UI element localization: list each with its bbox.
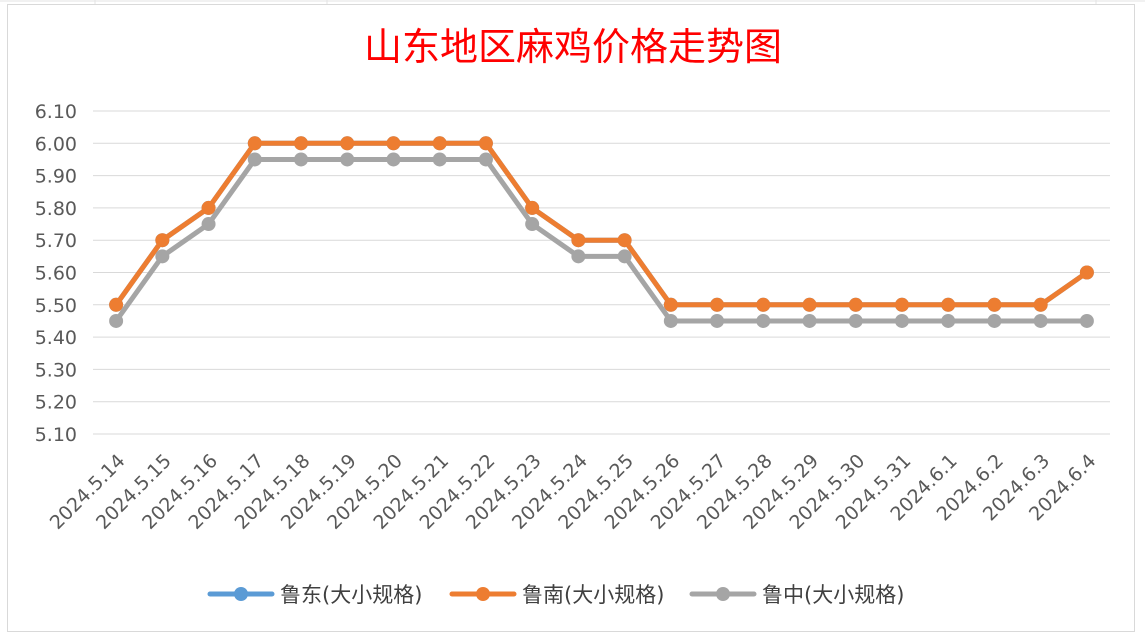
data-point <box>756 297 771 312</box>
data-point <box>987 313 1002 328</box>
data-point <box>525 217 540 232</box>
data-point <box>941 297 956 312</box>
y-tick-label: 6.00 <box>35 133 77 155</box>
data-point <box>663 313 678 328</box>
series-line <box>113 140 1090 308</box>
data-point <box>848 313 863 328</box>
y-tick-label: 5.30 <box>35 359 77 381</box>
data-point <box>710 297 725 312</box>
data-point <box>340 152 355 167</box>
data-point <box>617 249 632 264</box>
data-point <box>571 233 586 248</box>
data-point <box>247 152 262 167</box>
data-point <box>1079 265 1094 280</box>
series-3 <box>109 152 1094 328</box>
data-point <box>894 297 909 312</box>
y-tick-label: 5.50 <box>35 295 77 317</box>
data-point <box>294 136 309 151</box>
data-point <box>478 152 493 167</box>
data-point <box>1079 313 1094 328</box>
data-point <box>109 297 124 312</box>
y-tick-label: 5.20 <box>35 392 77 414</box>
data-point <box>340 136 355 151</box>
y-tick-label: 6.10 <box>35 101 77 123</box>
data-point <box>987 297 1002 312</box>
data-point <box>571 249 586 264</box>
y-tick-label: 5.40 <box>35 327 77 349</box>
y-tick-label: 5.80 <box>35 198 77 220</box>
series-2 <box>109 136 1094 312</box>
data-point <box>1033 297 1048 312</box>
data-point <box>201 200 216 215</box>
data-point <box>155 233 170 248</box>
y-tick-label: 5.10 <box>35 424 77 446</box>
data-point <box>894 313 909 328</box>
legend-item[interactable]: 鲁南(大小规格) <box>449 583 664 607</box>
legend-label: 鲁中(大小规格) <box>762 583 904 607</box>
legend: 鲁东(大小规格) 鲁南(大小规格) 鲁中(大小规格) <box>207 583 904 607</box>
data-point <box>294 152 309 167</box>
data-point <box>386 136 401 151</box>
legend-item[interactable]: 鲁中(大小规格) <box>689 583 904 607</box>
y-tick-label: 5.70 <box>35 230 77 252</box>
series-line <box>113 156 1090 324</box>
data-point <box>756 313 771 328</box>
x-axis-ticks: 2024.5.142024.5.152024.5.162024.5.172024… <box>46 450 1101 534</box>
data-point <box>247 136 262 151</box>
legend-marker <box>476 587 490 601</box>
data-point <box>617 233 632 248</box>
data-point <box>663 297 678 312</box>
legend-marker <box>716 587 730 601</box>
series-lines <box>109 136 1094 328</box>
data-point <box>386 152 401 167</box>
data-point <box>848 297 863 312</box>
data-point <box>478 136 493 151</box>
chart-title: 山东地区麻鸡价格走势图 <box>364 25 782 69</box>
series-line <box>113 140 1090 308</box>
data-point <box>802 297 817 312</box>
data-point <box>802 313 817 328</box>
data-point <box>432 136 447 151</box>
y-tick-label: 5.60 <box>35 263 77 285</box>
data-point <box>432 152 447 167</box>
data-point <box>1033 313 1048 328</box>
data-point <box>525 200 540 215</box>
data-point <box>710 313 725 328</box>
data-point <box>941 313 956 328</box>
data-point <box>201 217 216 232</box>
legend-marker <box>234 587 248 601</box>
legend-label: 鲁南(大小规格) <box>522 583 664 607</box>
y-axis-ticks: 6.10 6.00 5.90 5.80 5.70 5.60 5.50 5.40 5.30 5.20… <box>35 101 77 446</box>
y-tick-label: 5.90 <box>35 166 77 188</box>
data-point <box>109 313 124 328</box>
legend-label: 鲁东(大小规格) <box>280 583 422 607</box>
data-point <box>155 249 170 264</box>
legend-item[interactable]: 鲁东(大小规格) <box>207 583 422 607</box>
